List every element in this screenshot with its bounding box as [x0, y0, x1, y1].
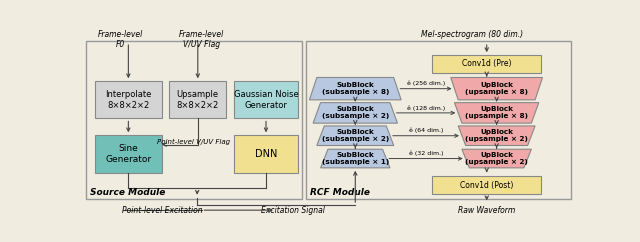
Text: SubBlock
(subsample × 8): SubBlock (subsample × 8)	[321, 82, 389, 95]
Polygon shape	[458, 126, 535, 145]
Text: Excitation Signal: Excitation Signal	[261, 206, 325, 215]
Polygon shape	[309, 77, 401, 100]
Text: Point-level V/UV Flag: Point-level V/UV Flag	[157, 139, 230, 145]
Text: RCF Module: RCF Module	[310, 188, 370, 197]
Text: SubBlock
(subsample × 1): SubBlock (subsample × 1)	[322, 152, 389, 165]
FancyBboxPatch shape	[306, 41, 571, 199]
FancyBboxPatch shape	[432, 55, 541, 73]
FancyBboxPatch shape	[234, 135, 298, 173]
Polygon shape	[317, 126, 394, 145]
Text: SubBlock
(subsample × 2): SubBlock (subsample × 2)	[322, 106, 389, 119]
Text: SubBlock
(subsample × 2): SubBlock (subsample × 2)	[322, 129, 389, 142]
Text: Conv1d (Pre): Conv1d (Pre)	[462, 60, 511, 68]
FancyBboxPatch shape	[234, 81, 298, 119]
Text: Conv1d (Post): Conv1d (Post)	[460, 181, 513, 189]
Text: UpBlock
(upsample × 2): UpBlock (upsample × 2)	[465, 129, 528, 142]
Text: Point-level Excitation: Point-level Excitation	[122, 206, 202, 215]
Text: ê (256 dim.): ê (256 dim.)	[407, 81, 445, 86]
Text: Upsample
8×8×2×2: Upsample 8×8×2×2	[177, 90, 219, 110]
Text: ê (128 dim.): ê (128 dim.)	[407, 105, 445, 111]
Polygon shape	[454, 103, 539, 123]
Text: UpBlock
(upsample × 8): UpBlock (upsample × 8)	[465, 106, 528, 119]
Text: Frame-level
F0: Frame-level F0	[98, 30, 143, 49]
Text: Source Module: Source Module	[90, 188, 165, 197]
Text: Interpolate
8×8×2×2: Interpolate 8×8×2×2	[105, 90, 152, 110]
Text: Sine
Generator: Sine Generator	[106, 144, 152, 164]
Text: Mel-spectrogram (80 dim.): Mel-spectrogram (80 dim.)	[420, 30, 523, 39]
Text: Frame-level
V/UV Flag: Frame-level V/UV Flag	[179, 30, 224, 49]
Text: UpBlock
(upsample × 8): UpBlock (upsample × 8)	[465, 82, 528, 95]
Text: Raw Waveform: Raw Waveform	[458, 206, 515, 215]
Polygon shape	[313, 103, 397, 123]
Polygon shape	[321, 149, 390, 168]
FancyBboxPatch shape	[169, 81, 227, 119]
Polygon shape	[462, 149, 531, 168]
FancyBboxPatch shape	[95, 135, 162, 173]
Text: Gaussian Noise
Generator: Gaussian Noise Generator	[234, 90, 298, 110]
Text: ê (64 dim.): ê (64 dim.)	[409, 128, 443, 134]
Text: DNN: DNN	[255, 149, 277, 159]
Text: ê (32 dim.): ê (32 dim.)	[409, 151, 444, 156]
FancyBboxPatch shape	[432, 176, 541, 194]
FancyBboxPatch shape	[95, 81, 162, 119]
FancyBboxPatch shape	[86, 41, 301, 199]
Text: UpBlock
(upsample × 2): UpBlock (upsample × 2)	[465, 152, 528, 165]
Polygon shape	[451, 77, 543, 100]
